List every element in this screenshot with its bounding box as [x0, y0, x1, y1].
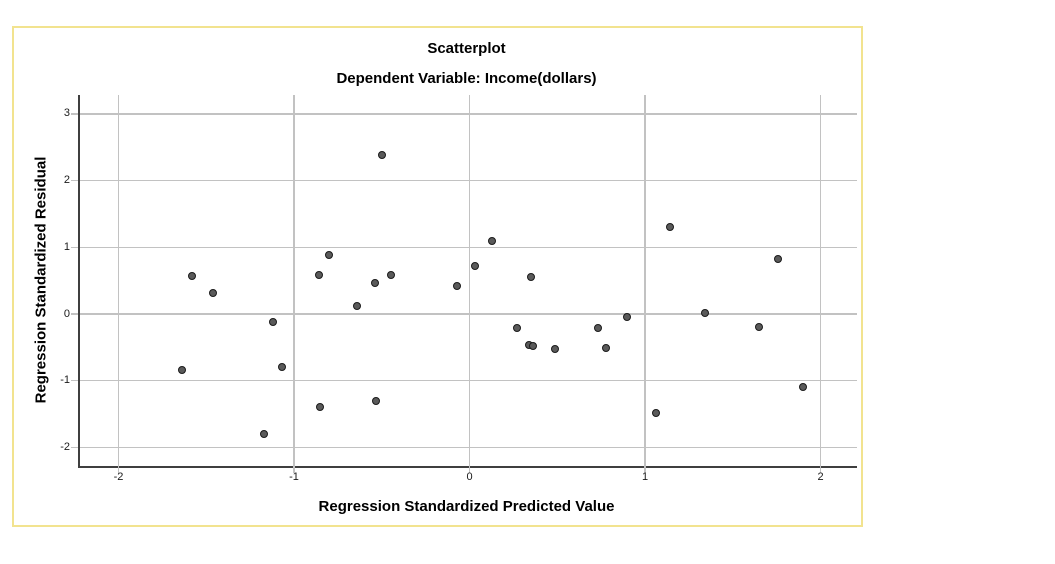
y-tick-label: 0 — [63, 307, 70, 320]
x-tick-label: -2 — [113, 471, 124, 483]
y-tick-label: 3 — [63, 107, 70, 120]
v-gridline — [819, 95, 822, 466]
data-point — [528, 342, 537, 351]
data-point — [774, 254, 783, 263]
data-point — [453, 281, 462, 290]
data-point — [277, 363, 286, 372]
x-tick-label: 0 — [466, 471, 473, 483]
y-tick — [71, 446, 78, 449]
x-tick — [117, 466, 120, 473]
x-tick-label: -1 — [289, 471, 299, 483]
data-point — [470, 261, 479, 270]
x-tick-label: 1 — [641, 471, 649, 483]
data-point — [593, 324, 602, 332]
y-tick-label: -1 — [60, 374, 70, 387]
h-gridline — [80, 379, 857, 382]
data-point — [209, 289, 218, 298]
v-gridline — [117, 95, 120, 466]
data-point — [512, 324, 521, 332]
data-point — [188, 271, 197, 280]
y-tick-label: -2 — [60, 440, 70, 453]
x-tick — [293, 466, 295, 473]
x-tick-label: 2 — [817, 471, 824, 483]
y-tick — [71, 379, 78, 382]
y-tick — [71, 246, 78, 249]
h-gridline — [80, 246, 857, 249]
data-point — [314, 270, 323, 279]
data-point — [377, 150, 386, 159]
y-tick — [71, 179, 78, 182]
x-tick — [819, 466, 822, 473]
x-axis-title: Regression Standardized Predicted Value — [318, 498, 615, 515]
data-point — [665, 223, 674, 232]
y-tick-label: 1 — [63, 240, 70, 253]
y-axis-title: Regression Standardized Residual — [32, 156, 50, 404]
h-gridline — [80, 113, 857, 115]
data-point — [651, 409, 660, 418]
data-point — [755, 323, 764, 332]
data-point — [370, 279, 379, 288]
data-point — [386, 271, 395, 280]
y-tick-label: 2 — [63, 174, 70, 187]
v-gridline — [293, 95, 295, 466]
data-point — [488, 237, 497, 246]
h-gridline — [80, 446, 857, 449]
data-point — [372, 396, 381, 405]
data-point — [526, 273, 535, 282]
chart-title: Scatterplot — [427, 40, 506, 57]
x-tick — [644, 466, 646, 473]
x-tick — [468, 466, 471, 473]
data-point — [260, 430, 269, 439]
data-point — [798, 383, 807, 392]
data-point — [623, 313, 632, 322]
chart-subtitle: Dependent Variable: Income(dollars) — [336, 70, 597, 87]
plot-area: 3 2 1 0 -1 -2 -2 -1 0 1 2 — [60, 95, 857, 483]
y-tick — [71, 113, 78, 115]
v-gridline — [644, 95, 646, 466]
v-gridline — [468, 95, 471, 466]
y-tick — [71, 313, 78, 315]
h-gridline — [80, 179, 857, 182]
data-point — [316, 402, 325, 411]
data-point — [551, 344, 560, 353]
data-point — [177, 366, 186, 375]
data-point — [700, 309, 709, 318]
data-point — [325, 251, 334, 260]
data-point — [602, 344, 611, 353]
chart-frame[interactable]: Scatterplot Dependent Variable: Income(d… — [12, 26, 863, 527]
data-point — [353, 301, 362, 310]
h-gridline — [80, 313, 857, 315]
data-point — [268, 318, 277, 326]
